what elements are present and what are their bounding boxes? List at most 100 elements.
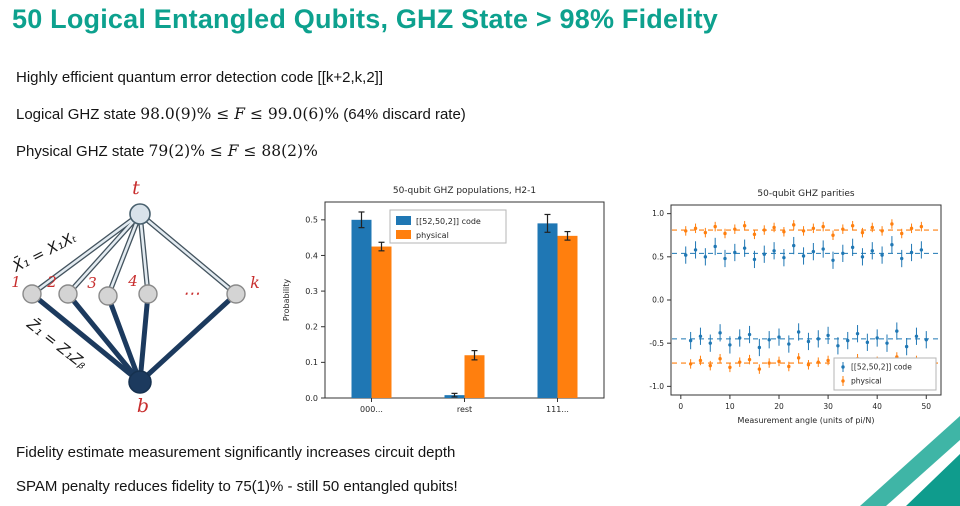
x-tick-label: 111... — [546, 405, 569, 414]
data-point — [698, 334, 703, 338]
y-axis: 0.0 0.1 0.2 0.3 0.4 0.5 — [305, 216, 325, 403]
label-3: 3 — [87, 274, 97, 292]
x-tick-label: 30 — [823, 402, 833, 411]
legend: [[52,50,2]] code physical — [833, 357, 937, 391]
decoration-stripe — [860, 416, 960, 506]
data-point — [757, 367, 762, 371]
data-point — [895, 329, 899, 333]
bullet-1-text: Highly efficient quantum error detection… — [16, 69, 384, 86]
label-1: 1 — [11, 273, 21, 291]
data-point — [708, 341, 712, 345]
bar — [537, 223, 558, 398]
label-k: k — [250, 273, 260, 292]
scatter-series — [684, 236, 928, 357]
bottom-edges — [29, 291, 239, 385]
data-point — [772, 225, 776, 230]
data-point — [846, 338, 850, 343]
data-point — [733, 250, 737, 255]
data-point — [723, 231, 727, 236]
data-point — [865, 340, 870, 345]
axes: 1.0 0.5 0.0 -0.5 -1.0 0 10 20 30 40 50 — [649, 209, 931, 411]
decoration-triangle — [906, 454, 960, 506]
data-point — [885, 341, 889, 345]
y-tick-label: 0.5 — [305, 216, 318, 225]
discard-rate: (64% discard rate) — [339, 106, 466, 123]
data-point — [728, 365, 732, 370]
y-axis-label: Probability — [282, 279, 291, 322]
legend-label: physical — [851, 377, 882, 386]
data-point — [919, 224, 924, 229]
data-point — [841, 251, 845, 256]
chart-title: 50-qubit GHZ populations, H2-1 — [393, 186, 536, 196]
data-point — [684, 229, 688, 233]
bullet-2-prefix: Logical GHZ state — [16, 106, 141, 123]
logical-upper-bound: ≤ 99.0(6)% — [245, 105, 340, 123]
data-point — [841, 227, 845, 231]
x-tick-label: 50 — [921, 402, 931, 411]
legend-marker — [841, 379, 845, 383]
data-point — [772, 249, 776, 253]
data-point — [767, 361, 771, 365]
code-graph-diagram: t 1 2 3 4 ⋯ k b X̄₁ = X₁Xₜ Z̄₁ = Z₁Zᵦ — [8, 177, 260, 417]
data-point — [796, 330, 801, 334]
data-point — [806, 339, 811, 344]
data-point — [752, 232, 757, 237]
data-point — [708, 363, 712, 368]
top-edges-core — [30, 212, 238, 298]
data-point — [826, 333, 830, 338]
data-point — [816, 360, 820, 364]
y-tick-label: 0.1 — [305, 358, 318, 367]
data-point — [909, 226, 914, 231]
data-point — [801, 229, 806, 233]
data-point — [811, 226, 816, 231]
x-tick-label: 0 — [678, 402, 683, 411]
data-point — [860, 255, 865, 259]
logical-lower-bound: 98.0(9)% ≤ — [140, 105, 235, 123]
bar — [351, 219, 372, 398]
data-point — [738, 336, 742, 340]
data-point — [850, 245, 855, 250]
y-tick-label: 0.3 — [305, 287, 318, 296]
y-tick-label: 1.0 — [652, 209, 664, 218]
data-point — [890, 222, 894, 226]
data-point — [787, 342, 791, 346]
x-tick-label: 10 — [725, 402, 735, 411]
data-point — [826, 358, 830, 363]
data-point — [713, 244, 717, 249]
footer-spam-penalty: SPAM penalty reduces fidelity to 75(1)% … — [16, 478, 458, 495]
logical-fidelity-range: 98.0(9)% ≤ F ≤ 99.0(6)% — [140, 105, 339, 123]
data-point — [870, 225, 874, 230]
data-point — [870, 249, 874, 253]
y-tick-label: -1.0 — [649, 382, 664, 391]
data-point — [821, 247, 825, 251]
data-point — [924, 338, 928, 342]
footer-1-text: Fidelity estimate measurement significan… — [16, 444, 456, 461]
y-tick-label: 0.5 — [652, 252, 664, 261]
qubit-node-b — [128, 370, 152, 394]
bullet-3-prefix: Physical GHZ state — [16, 143, 149, 160]
footer-2-text: SPAM penalty reduces fidelity to 75(1)% … — [16, 478, 458, 495]
chart-title: 50-qubit GHZ parities — [757, 189, 854, 199]
data-point — [782, 230, 786, 234]
data-point — [850, 224, 855, 228]
data-point — [733, 227, 737, 231]
x-tick-label: 20 — [774, 402, 784, 411]
page-title: 50 Logical Entangled Qubits, GHZ State >… — [12, 4, 718, 34]
ghz-parities-scatter-chart: 1.0 0.5 0.0 -0.5 -1.0 0 10 20 30 40 50 50-qubit GHZ… — [649, 189, 942, 425]
legend-label: [[52,50,2]] code — [416, 217, 481, 226]
legend-label: physical — [416, 231, 449, 240]
bars: 000... rest 111... — [351, 211, 578, 414]
data-point — [742, 224, 747, 228]
ghz-populations-bar-chart: 0.0 0.1 0.2 0.3 0.4 0.5 000... rest 111... 50-qub… — [282, 186, 605, 414]
fidelity-symbol: F — [234, 105, 246, 123]
x-tick-label: rest — [457, 405, 472, 414]
data-point — [787, 364, 791, 369]
x-tick-label: 40 — [872, 402, 882, 411]
data-point — [831, 233, 835, 237]
data-point — [767, 338, 771, 342]
data-point — [723, 256, 727, 261]
legend-swatch — [396, 230, 411, 239]
data-point — [831, 258, 835, 262]
data-point — [742, 246, 747, 250]
legend-label: [[52,50,2]] code — [851, 363, 912, 372]
